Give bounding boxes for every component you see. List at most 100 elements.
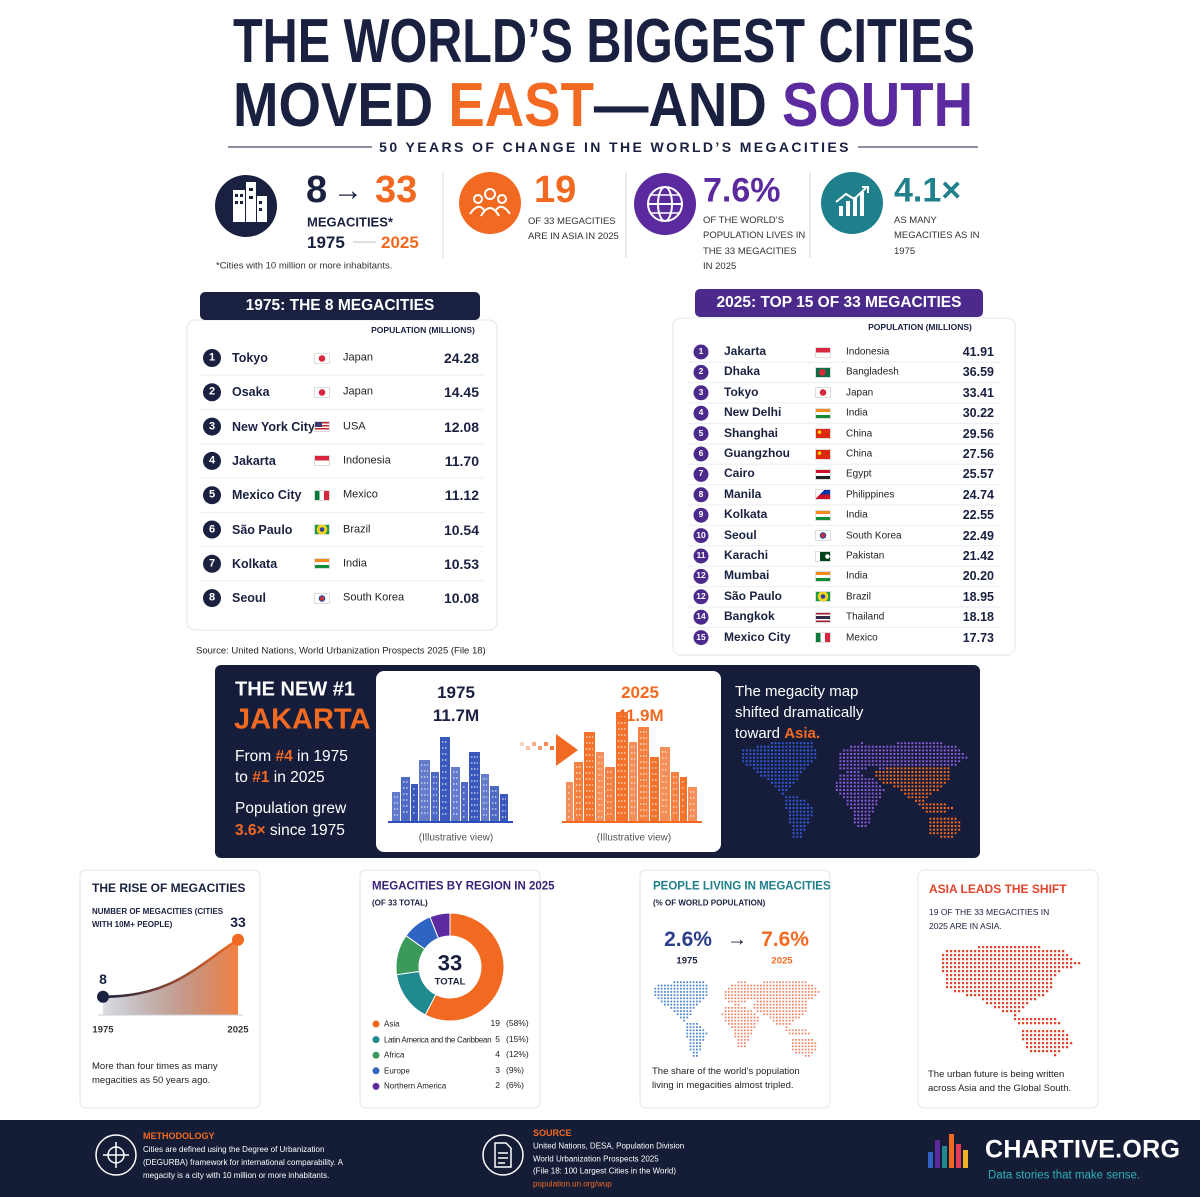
- asia-map: [942, 946, 1081, 1057]
- rank: 2: [208, 385, 216, 398]
- panel-line: Population grew: [235, 800, 347, 818]
- building: [440, 737, 450, 822]
- table-title: 2025: TOP 15 OF 33 MEGACITIES: [716, 294, 962, 312]
- country: South Korea: [343, 591, 405, 604]
- stat-label: OF THE WORLD’S POPULATION LIVES IN THE 3…: [703, 215, 806, 272]
- donut-total: 33: [437, 950, 463, 976]
- population: 33.41: [962, 385, 994, 400]
- footer-text: Cities are defined using the Degree of U…: [143, 1145, 343, 1180]
- rank-badge: [203, 554, 221, 573]
- building: [688, 787, 697, 822]
- flag: [815, 468, 831, 480]
- legend-name: Asia: [384, 1019, 400, 1029]
- population: 18.18: [962, 610, 994, 624]
- subtitle: 50 YEARS OF CHANGE IN THE WORLD’S MEGACI…: [379, 138, 851, 155]
- kicker: THE NEW #1: [235, 678, 356, 701]
- panel-text: in 2025: [269, 769, 325, 787]
- city: Cairo: [724, 466, 755, 481]
- map-text-asia: Asia.: [784, 725, 821, 742]
- legend-dot: [372, 1020, 380, 1028]
- footer: [0, 1120, 1200, 1197]
- point-label: 33: [230, 913, 246, 930]
- caption: (Illustrative view): [596, 832, 672, 844]
- title-part: MOVED: [233, 71, 448, 140]
- rank: 1: [208, 351, 216, 364]
- rank-badge: [203, 383, 221, 402]
- shift-arrow: [520, 734, 578, 766]
- city: Dhaka: [724, 364, 761, 379]
- map-dots: [942, 946, 1081, 1057]
- population: 18.95: [962, 589, 994, 604]
- city: São Paulo: [724, 588, 783, 603]
- legend-name: Latin America and the Caribbean: [384, 1035, 492, 1044]
- rank-badge: [693, 630, 709, 646]
- footer-text: (File 18: 100 Largest Cities in the Worl…: [533, 1166, 677, 1176]
- flag: [815, 387, 831, 399]
- table-pill: [200, 292, 480, 320]
- title-line-2: MOVED EAST—AND SOUTH: [233, 71, 973, 140]
- stat-value: 4.1×: [894, 171, 962, 210]
- country: Egypt: [846, 468, 872, 480]
- flag: [314, 558, 330, 570]
- title-line-1: THE WORLD’S BIGGEST CITIES: [233, 7, 975, 76]
- rank-badge: [693, 528, 709, 544]
- country: China: [846, 427, 873, 439]
- population: 10.08: [443, 590, 479, 607]
- population: 30.22: [962, 406, 994, 420]
- stat-value: 7.6%: [703, 171, 781, 210]
- country: India: [846, 509, 868, 521]
- rank: 2: [698, 366, 704, 377]
- legend-dot: [372, 1036, 380, 1044]
- building: [629, 742, 637, 822]
- legend-share: (9%): [506, 1064, 524, 1075]
- city: Kolkata: [724, 507, 768, 522]
- flag: [815, 530, 831, 542]
- city: Bangkok: [724, 609, 775, 624]
- rise-line: [102, 938, 239, 999]
- world-map: [742, 742, 968, 838]
- tagline: Data stories that make sense.: [988, 1169, 1141, 1182]
- flag: [314, 489, 330, 501]
- flag: [314, 352, 330, 364]
- rank: 12: [696, 590, 706, 601]
- legend-value: 2: [495, 1080, 500, 1091]
- population: 36.59: [962, 365, 994, 380]
- share-from: 2.6%: [664, 927, 712, 951]
- population: 11.7M: [432, 706, 480, 726]
- population: 11.12: [444, 487, 479, 504]
- legend-name: Northern America: [384, 1081, 447, 1091]
- icon-target: [95, 1134, 137, 1176]
- stat-year: 2025: [381, 233, 419, 253]
- legend-value: 4: [495, 1049, 500, 1060]
- icon-globe: [634, 173, 696, 235]
- building: [584, 732, 595, 822]
- country: China: [846, 448, 873, 460]
- population: 22.55: [962, 508, 994, 522]
- flag: [815, 428, 831, 440]
- country: South Korea: [846, 529, 902, 541]
- population: 14.45: [443, 384, 479, 401]
- stat-note: *Cities with 10 million or more inhabita…: [216, 260, 393, 272]
- title-east: EAST: [448, 71, 594, 140]
- panel-text: #4: [275, 748, 293, 766]
- legend-dot: [372, 1051, 380, 1059]
- stat-label: OF 33 MEGACITIES ARE IN ASIA IN 2025: [528, 216, 619, 242]
- stat-arrow: →: [333, 173, 363, 207]
- population: 10.54: [443, 521, 479, 538]
- legend-dot: [372, 1067, 380, 1075]
- panel-line: to #1 in 2025: [235, 769, 325, 787]
- rank: 15: [696, 631, 706, 642]
- country: India: [343, 557, 367, 570]
- brand: CHARTIVE.ORG: [985, 1135, 1181, 1164]
- footer-text: United Nations, DESA, Population Divisio…: [533, 1141, 685, 1151]
- flag: [815, 509, 831, 521]
- country: Japan: [846, 387, 874, 399]
- rank: 9: [698, 509, 704, 520]
- people-map: [654, 981, 820, 1057]
- card-subtitle: NUMBER OF MEGACITIES (CITIES WITH 10M+ P…: [92, 907, 224, 929]
- rank-badge: [693, 548, 709, 564]
- population: 17.73: [962, 630, 994, 645]
- rise-point: [97, 990, 109, 1003]
